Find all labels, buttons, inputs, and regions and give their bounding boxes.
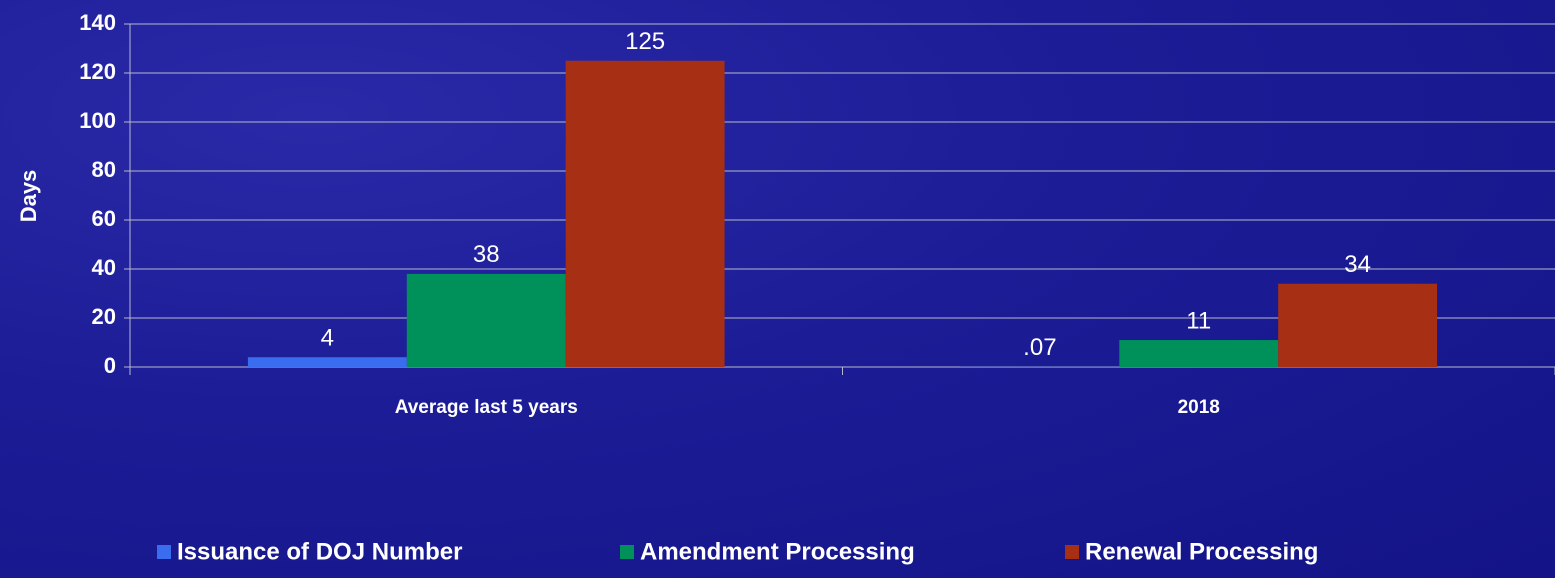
- data-label: 34: [1344, 251, 1371, 278]
- bar: [1278, 283, 1438, 367]
- x-tick-label: 2018: [1178, 397, 1220, 418]
- data-label: 38: [473, 241, 500, 268]
- y-tick-label: 120: [79, 59, 116, 84]
- y-tick-label: 0: [104, 353, 116, 378]
- legend-swatch: [1065, 545, 1079, 559]
- legend-swatch: [620, 545, 634, 559]
- data-label: .07: [1023, 334, 1056, 361]
- y-tick-label: 80: [92, 157, 116, 182]
- legend-swatch: [157, 545, 171, 559]
- bar: [247, 357, 407, 367]
- legend-label: Amendment Processing: [640, 538, 915, 565]
- y-tick-label: 100: [79, 108, 116, 133]
- data-label: 11: [1186, 307, 1211, 334]
- data-label: 125: [625, 28, 665, 55]
- bar: [565, 60, 725, 367]
- y-tick-label: 20: [92, 304, 116, 329]
- y-tick-label: 40: [92, 255, 116, 280]
- legend-label: Renewal Processing: [1085, 538, 1318, 565]
- x-tick-label: Average last 5 years: [395, 397, 578, 418]
- legend-label: Issuance of DOJ Number: [177, 538, 462, 565]
- y-tick-label: 60: [92, 206, 116, 231]
- data-label: 4: [321, 325, 334, 352]
- y-axis-label: Days: [16, 170, 41, 223]
- bar: [406, 273, 566, 367]
- bar: [1119, 340, 1279, 367]
- y-tick-label: 140: [79, 10, 116, 35]
